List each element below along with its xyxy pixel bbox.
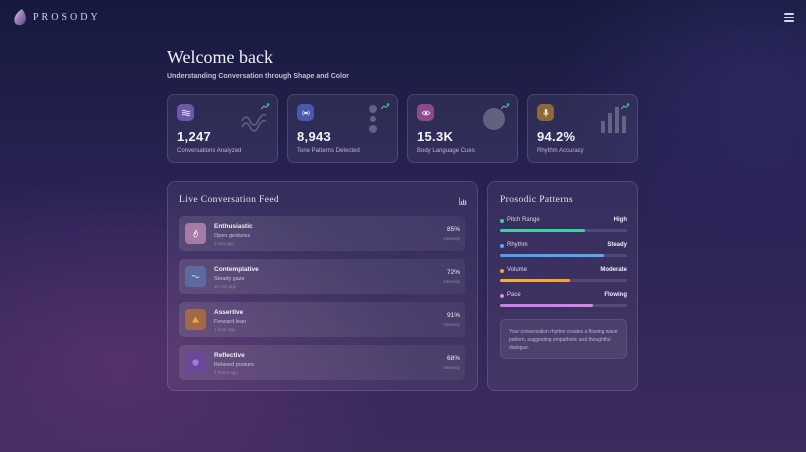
waves-icon xyxy=(177,104,194,121)
microphone-icon xyxy=(537,104,554,121)
stat-label: Body Language Cues xyxy=(417,148,475,154)
circle-icon xyxy=(185,352,206,373)
status-dot xyxy=(500,294,504,298)
trend-up-icon xyxy=(501,103,509,110)
feed-intensity-label: Intensity xyxy=(443,236,460,241)
stat-value: 1,247 xyxy=(177,129,212,144)
metric-fill xyxy=(500,229,586,232)
app-name: PROSODY xyxy=(33,12,101,23)
metric-volume: Volume Moderate xyxy=(500,267,627,282)
metric-name: Pitch Range xyxy=(507,217,540,223)
feed-intensity-label: Intensity xyxy=(443,279,460,284)
feed-name: Assertive xyxy=(214,309,244,316)
menu-button[interactable] xyxy=(784,13,794,22)
metric-track xyxy=(500,279,627,282)
metric-fill xyxy=(500,279,570,282)
stat-card-rhythm-accuracy[interactable]: 94.2% Rhythm Accuracy xyxy=(527,94,638,163)
blob-decoration xyxy=(483,108,505,130)
wave-decoration xyxy=(241,113,267,132)
feed-item-enthusiastic[interactable]: Enthusiastic Open gestures 2 min ago 85%… xyxy=(179,216,465,251)
metric-name: Rhythm xyxy=(507,242,528,248)
page-title: Welcome back xyxy=(167,47,273,67)
stat-label: Conversations Analyzed xyxy=(177,148,242,154)
trend-up-icon xyxy=(621,103,629,110)
flame-icon xyxy=(185,223,206,244)
trend-up-icon xyxy=(261,103,269,110)
triangle-icon xyxy=(185,309,206,330)
logo-icon xyxy=(14,9,26,26)
feed-name: Enthusiastic xyxy=(214,223,253,230)
feed-intensity-value: 91% xyxy=(446,312,460,319)
metric-track xyxy=(500,229,627,232)
dots-decoration xyxy=(369,105,377,133)
metric-value: High xyxy=(613,217,627,223)
metric-value: Moderate xyxy=(600,267,627,273)
metric-fill xyxy=(500,304,593,307)
feed-item-contemplative[interactable]: Contemplative Steady gaze 15 min ago 72%… xyxy=(179,259,465,294)
metric-track xyxy=(500,304,627,307)
stat-value: 94.2% xyxy=(537,129,576,144)
feed-intensity-label: Intensity xyxy=(443,322,460,327)
feed-desc: Steady gaze xyxy=(214,276,245,282)
metric-pitch-range: Pitch Range High xyxy=(500,217,627,232)
stat-card-body-language[interactable]: 15.3K Body Language Cues xyxy=(407,94,518,163)
stat-card-conversations[interactable]: 1,247 Conversations Analyzed xyxy=(167,94,278,163)
stat-value: 8,943 xyxy=(297,129,332,144)
prosodic-patterns-panel: Prosodic Patterns Pitch Range High Rhyth… xyxy=(487,181,638,391)
top-bar: PROSODY xyxy=(0,0,806,36)
wave-icon xyxy=(185,266,206,287)
metric-pace: Pace Flowing xyxy=(500,292,627,307)
metric-rhythm: Rhythm Steady xyxy=(500,242,627,257)
stat-value: 15.3K xyxy=(417,129,454,144)
feed-title: Live Conversation Feed xyxy=(179,195,280,205)
feed-time: 1 hour ago xyxy=(214,327,236,332)
feed-desc: Relaxed posture xyxy=(214,362,255,368)
insight-note: Your conversation rhythm creates a flowi… xyxy=(500,319,627,359)
feed-name: Reflective xyxy=(214,352,245,359)
feed-intensity-value: 68% xyxy=(446,355,460,362)
feed-intensity-value: 85% xyxy=(446,226,460,233)
stat-card-tone-patterns[interactable]: 8,943 Tone Patterns Detected xyxy=(287,94,398,163)
hamburger-icon xyxy=(784,13,794,15)
feed-item-reflective[interactable]: Reflective Relaxed posture 3 hours ago 6… xyxy=(179,345,465,380)
metric-name: Pace xyxy=(507,292,521,298)
page-subtitle: Understanding Conversation through Shape… xyxy=(167,73,350,80)
broadcast-icon xyxy=(297,104,314,121)
patterns-title: Prosodic Patterns xyxy=(500,195,574,205)
bars-decoration xyxy=(601,107,626,133)
metric-value: Flowing xyxy=(604,292,627,298)
feed-desc: Open gestures xyxy=(214,233,251,239)
status-dot xyxy=(500,219,504,223)
metric-track xyxy=(500,254,627,257)
eye-icon xyxy=(417,104,434,121)
stat-label: Tone Patterns Detected xyxy=(297,148,360,154)
status-dot xyxy=(500,244,504,248)
bar-chart-icon[interactable] xyxy=(459,197,467,205)
feed-intensity-label: Intensity xyxy=(443,365,460,370)
feed-time: 15 min ago xyxy=(214,284,237,289)
feed-name: Contemplative xyxy=(214,266,259,273)
feed-item-assertive[interactable]: Assertive Forward lean 1 hour ago 91% In… xyxy=(179,302,465,337)
feed-time: 3 hours ago xyxy=(214,370,238,375)
metric-value: Steady xyxy=(607,242,627,248)
metric-fill xyxy=(500,254,605,257)
feed-desc: Forward lean xyxy=(214,319,247,325)
feed-time: 2 min ago xyxy=(214,241,234,246)
metric-name: Volume xyxy=(507,267,528,273)
stat-label: Rhythm Accuracy xyxy=(537,148,584,154)
live-feed-panel: Live Conversation Feed Enthusiastic Open… xyxy=(167,181,478,391)
feed-intensity-value: 72% xyxy=(446,269,460,276)
trend-up-icon xyxy=(381,103,389,110)
status-dot xyxy=(500,269,504,273)
